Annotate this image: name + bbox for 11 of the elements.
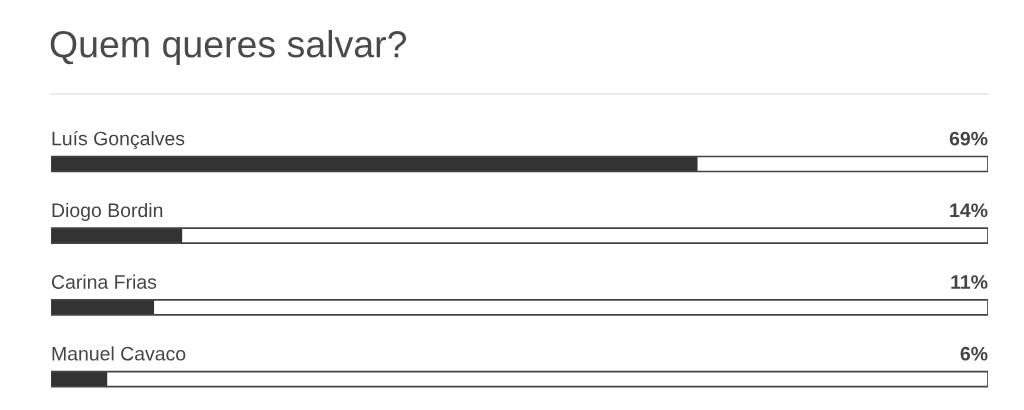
y-tick-label: Carina Frias bbox=[51, 274, 157, 289]
bar bbox=[51, 371, 108, 387]
y-tick-label: Diogo Bordin bbox=[52, 202, 163, 222]
y-tick-label: Manuel Cavaco bbox=[52, 346, 186, 361]
bar bbox=[51, 156, 698, 172]
data-label: 69% bbox=[949, 131, 988, 146]
data-label: 6% bbox=[960, 346, 988, 361]
data-label: 11% bbox=[951, 275, 988, 289]
chart-title: Quem queres salvar? bbox=[50, 30, 407, 65]
data-label: 14% bbox=[950, 203, 988, 218]
y-tick-label: Luís Gonçalves bbox=[52, 130, 185, 150]
